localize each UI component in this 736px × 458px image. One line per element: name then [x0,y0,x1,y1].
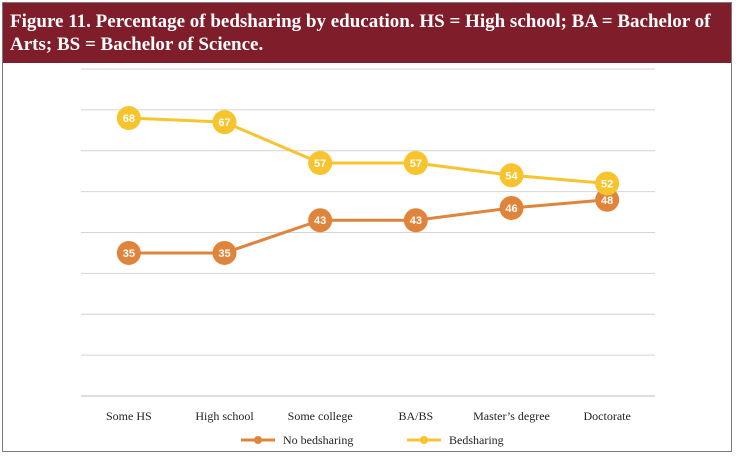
data-label: 67 [218,117,230,129]
data-point [403,151,428,176]
data-label: 43 [314,215,326,227]
legend-label: No bedsharing [283,433,353,447]
figure-title: Figure 11. Percentage of bedsharing by e… [3,3,731,63]
line-chart: 35 35 43 43 46 48 68 67 57 57 54 52 Some HS High sch… [81,68,655,447]
data-point [308,151,333,176]
data-point [403,208,428,233]
series-points: 35 35 43 43 46 48 68 67 57 57 54 52 [116,106,620,265]
data-point [116,106,141,131]
legend-label: Bedsharing [449,433,504,447]
data-label: 57 [314,158,326,170]
figure-panel: Figure 11. Percentage of bedsharing by e… [2,2,732,452]
series-line-no-bedsharing [128,198,608,255]
data-label: 68 [123,113,135,125]
data-label: 57 [410,158,422,170]
legend: No bedsharing Bedsharing [241,433,504,447]
x-tick-label: Some HS [106,409,152,423]
data-label: 48 [601,195,613,207]
data-label: 54 [505,170,518,182]
data-point [595,171,620,196]
data-point [499,195,524,220]
x-tick-label: Master’s degree [473,409,550,423]
x-tick-label: BA/BS [398,409,433,423]
x-axis: Some HS High school Some college BA/BS Maste… [106,409,631,423]
series-lines [128,116,608,255]
series-line-bedsharing [128,116,608,185]
data-point [212,240,237,265]
legend-marker [420,436,428,444]
x-tick-label: Some college [288,409,353,423]
legend-marker [254,436,262,444]
data-point [116,240,141,265]
x-tick-label: Doctorate [584,409,631,423]
data-point [212,110,237,135]
gridlines [81,68,655,397]
data-label: 46 [505,203,517,215]
x-tick-label: High school [195,409,254,423]
data-label: 35 [218,248,230,260]
data-point [308,208,333,233]
data-label: 52 [601,178,613,190]
data-point [499,163,524,188]
data-label: 43 [410,215,422,227]
data-label: 35 [123,248,135,260]
